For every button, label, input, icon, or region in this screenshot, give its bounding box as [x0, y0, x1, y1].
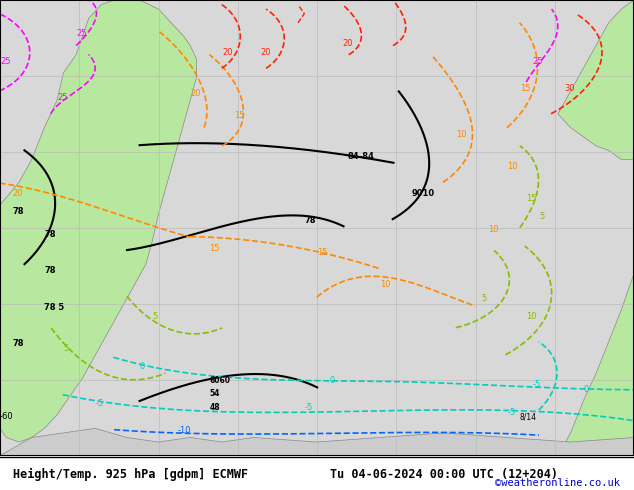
- Text: 78: 78: [44, 230, 56, 239]
- Text: 0: 0: [139, 362, 145, 371]
- Polygon shape: [0, 428, 634, 456]
- Text: 0: 0: [583, 385, 588, 394]
- Polygon shape: [558, 273, 634, 456]
- Text: 78: 78: [13, 207, 24, 216]
- Text: Tu 04-06-2024 00:00 UTC (12+204): Tu 04-06-2024 00:00 UTC (12+204): [330, 467, 558, 481]
- Text: -5: -5: [533, 380, 541, 390]
- Text: 10: 10: [488, 225, 499, 234]
- Text: 10: 10: [456, 130, 467, 139]
- Text: 8/14: 8/14: [520, 412, 537, 421]
- Text: -60: -60: [0, 412, 13, 421]
- Text: 25: 25: [76, 29, 87, 38]
- Text: ©weatheronline.co.uk: ©weatheronline.co.uk: [495, 478, 619, 488]
- Text: 20: 20: [190, 89, 201, 98]
- Text: 78 5: 78 5: [44, 303, 65, 312]
- Text: 20: 20: [260, 48, 271, 57]
- Text: 78: 78: [44, 267, 56, 275]
- Text: 10: 10: [526, 312, 537, 321]
- Text: 25: 25: [0, 57, 11, 66]
- Text: 25: 25: [57, 93, 68, 102]
- Text: 48: 48: [209, 403, 220, 412]
- Text: 15: 15: [526, 194, 537, 202]
- Text: 20: 20: [222, 48, 233, 57]
- Text: 5: 5: [152, 312, 157, 321]
- Text: 10: 10: [380, 280, 391, 289]
- Text: 5: 5: [482, 294, 487, 303]
- Text: 15: 15: [209, 244, 220, 253]
- Text: 15: 15: [520, 84, 531, 93]
- Text: 0: 0: [330, 376, 335, 385]
- Text: 6060: 6060: [209, 376, 230, 385]
- Text: 84-84: 84-84: [348, 152, 375, 162]
- Text: 5: 5: [63, 344, 68, 353]
- Text: -5: -5: [95, 398, 103, 408]
- Text: 78: 78: [13, 340, 24, 348]
- Text: 25: 25: [533, 57, 543, 66]
- Text: -10: -10: [178, 426, 191, 435]
- Text: 30: 30: [564, 84, 575, 93]
- Text: -5: -5: [304, 403, 313, 412]
- Text: -5: -5: [507, 408, 515, 416]
- Text: 5: 5: [539, 212, 544, 220]
- Text: 20: 20: [342, 39, 353, 48]
- Polygon shape: [558, 0, 634, 160]
- Text: 78: 78: [304, 216, 316, 225]
- Text: 54: 54: [209, 390, 219, 398]
- Text: 10: 10: [507, 162, 518, 171]
- Text: 15: 15: [317, 248, 328, 257]
- Text: 9010: 9010: [412, 189, 435, 198]
- Text: Height/Temp. 925 hPa [gdpm] ECMWF: Height/Temp. 925 hPa [gdpm] ECMWF: [13, 467, 248, 481]
- Text: 15: 15: [235, 112, 245, 121]
- Polygon shape: [0, 0, 197, 442]
- Text: 20: 20: [13, 189, 23, 198]
